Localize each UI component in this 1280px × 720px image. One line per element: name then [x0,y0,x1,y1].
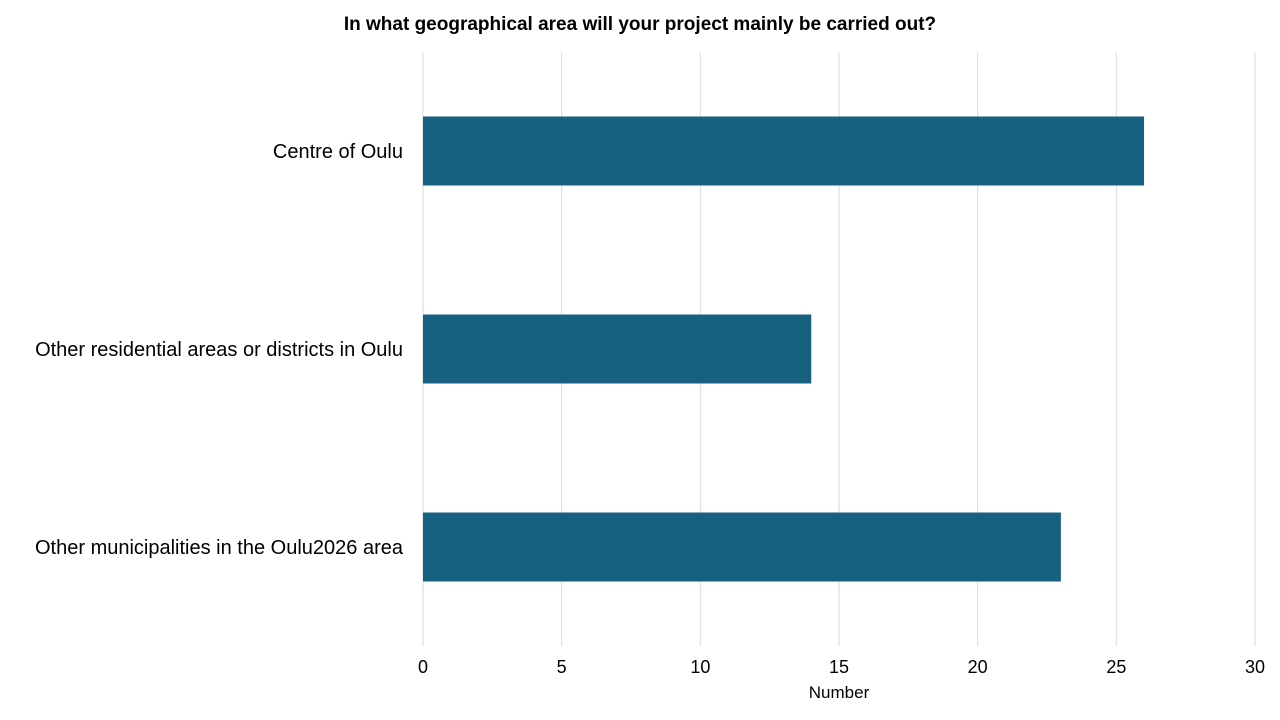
bar [423,314,812,384]
x-tick-label: 15 [829,657,849,677]
x-tick-label: 20 [968,657,988,677]
x-tick-label: 10 [690,657,710,677]
x-tick-label: 5 [557,657,567,677]
x-axis-label: Number [809,683,870,702]
bar [423,512,1061,582]
x-tick-labels: 0 5 10 15 20 25 30 [418,657,1265,677]
category-label: Other residential areas or districts in … [35,339,403,361]
bar [423,116,1145,186]
x-tick-label: 0 [418,657,428,677]
bars [423,116,1145,582]
x-tick-label: 25 [1106,657,1126,677]
x-tick-label: 30 [1245,657,1265,677]
category-labels: Centre of Oulu Other residential areas or… [35,141,404,559]
category-label: Centre of Oulu [273,141,403,163]
chart-title: In what geographical area will your proj… [344,14,936,35]
category-label: Other municipalities in the Oulu2026 are… [35,537,404,559]
